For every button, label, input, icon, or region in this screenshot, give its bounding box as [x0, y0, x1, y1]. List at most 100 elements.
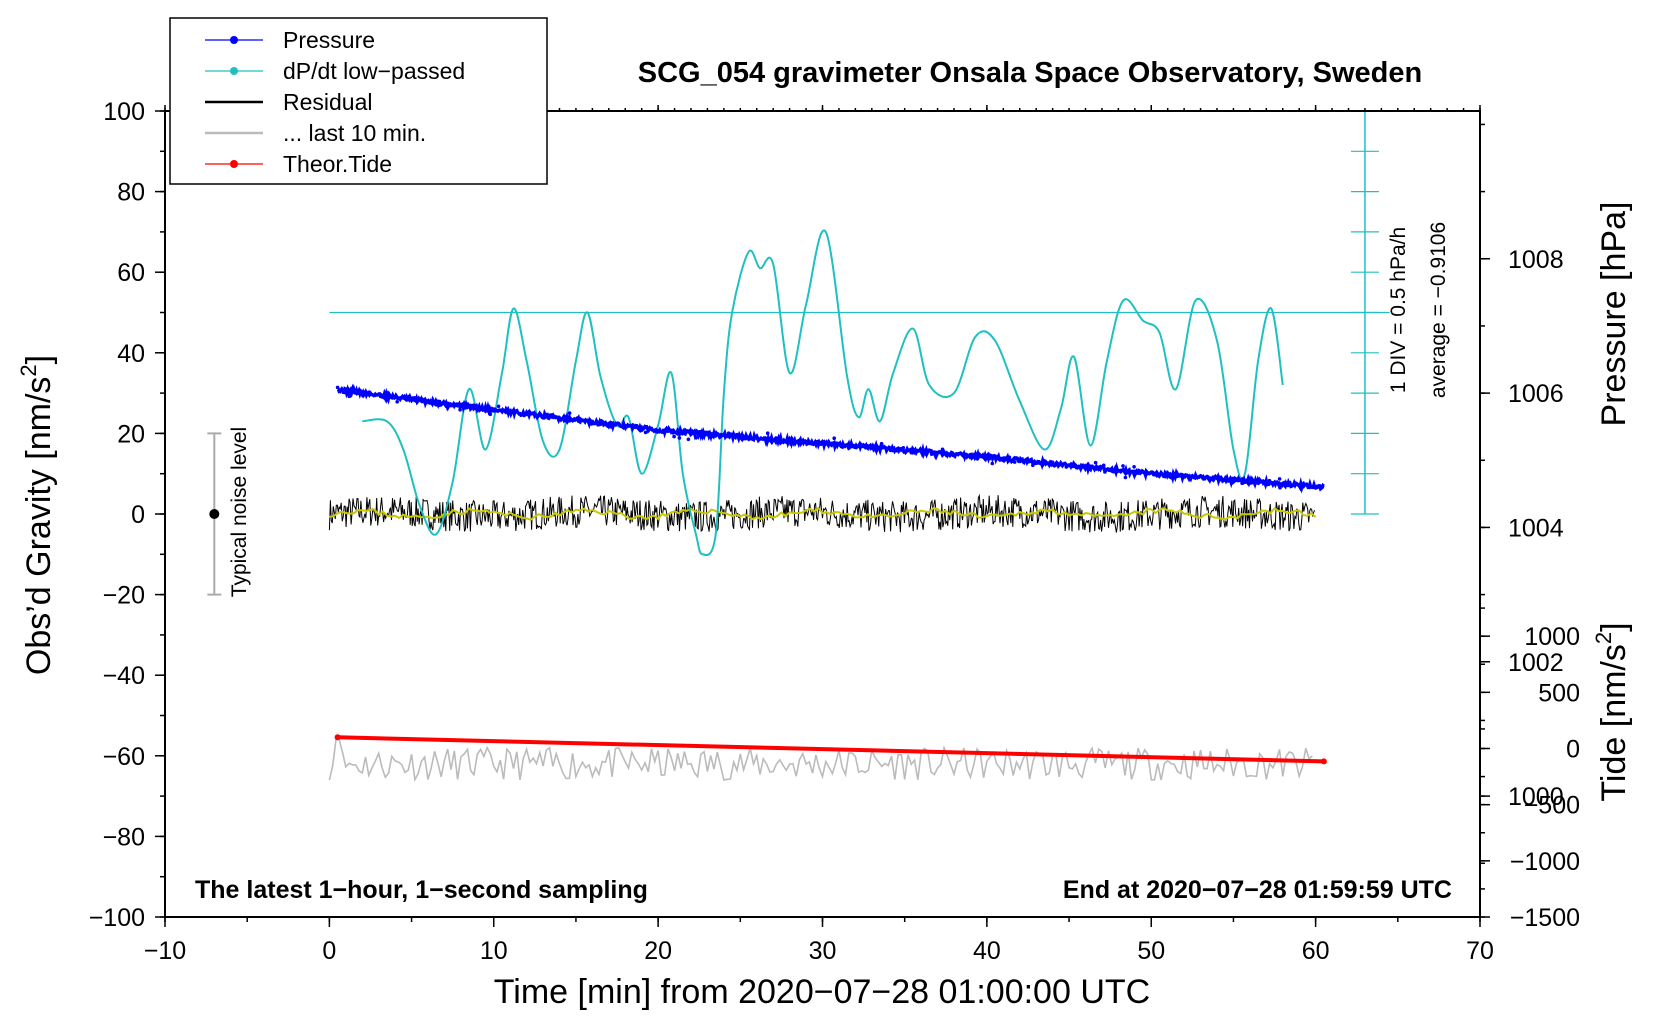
legend-marker-pressure [230, 36, 238, 44]
pressure-point [1093, 460, 1098, 465]
pressure-point [1098, 467, 1102, 471]
pressure-point [599, 419, 603, 423]
pressure-point [765, 431, 770, 436]
legend-label-theor-tide: Theor.Tide [283, 151, 392, 177]
pressure-point [1123, 475, 1128, 480]
pressure-tick-label: 1006 [1508, 380, 1564, 408]
noise-level-label: Typical noise level [228, 427, 251, 597]
tide-axis-label-main: Tide [nm/s [1595, 644, 1633, 801]
tide-axis-label-sup: 2 [1591, 632, 1616, 644]
y-tick-label: −40 [103, 662, 145, 690]
pressure-point [662, 429, 666, 434]
series-last-10-min [328, 738, 1313, 783]
y-tick-label: −80 [103, 823, 145, 851]
pressure-point [563, 414, 568, 419]
pressure-point [488, 412, 493, 417]
pressure-point [686, 437, 691, 442]
pressure-point [589, 422, 594, 426]
pressure-point [762, 437, 766, 441]
pressure-point [940, 447, 945, 452]
pressure-point [832, 436, 836, 441]
y-axis-label-main: Obs’d Gravity [nm/s [20, 377, 58, 676]
pressure-point [901, 446, 906, 450]
pressure-point [1012, 460, 1017, 464]
pressure-point [522, 413, 526, 418]
x-tick-label: 40 [973, 937, 1001, 965]
tide-tick-label: −1000 [1510, 848, 1580, 876]
end-time-note: End at 2020−07−28 01:59:59 UTC [1063, 876, 1452, 904]
tide-tick-label: 500 [1538, 679, 1580, 707]
pressure-point [909, 447, 913, 452]
x-tick-label: 20 [644, 937, 672, 965]
pressure-point [1007, 455, 1012, 460]
pressure-point [1240, 481, 1244, 486]
legend: Pressure dP/dt low−passed Residual ... l… [169, 17, 548, 185]
pressure-tick-label: 1002 [1508, 649, 1564, 677]
pressure-point [715, 432, 720, 436]
legend-label-last-10-min: ... last 10 min. [283, 120, 426, 146]
x-tick-label: −10 [144, 937, 186, 965]
y-tick-label: −100 [89, 904, 145, 932]
legend-label-dpdt: dP/dt low−passed [283, 58, 465, 84]
dpdt-average-label: average = −0.9106 [1427, 222, 1450, 398]
pressure-point [975, 457, 980, 461]
legend-marker-theor-tide [230, 160, 238, 168]
x-axis-label: Time [min] from 2020−07−28 01:00:00 UTC [494, 973, 1150, 1011]
y-tick-label: 100 [103, 98, 145, 126]
axes-layer: −10 0 10 20 30 40 50 60 70−100−80−60−40−20020406… [89, 98, 1580, 965]
pressure-point [567, 418, 572, 423]
pressure-point [491, 409, 496, 413]
pressure-point [1101, 463, 1106, 468]
legend-marker-dpdt [230, 67, 238, 75]
y-tick-label: −60 [103, 743, 145, 771]
pressure-point [1121, 464, 1125, 468]
pressure-point [1156, 474, 1161, 478]
pressure-point [990, 461, 995, 466]
pressure-point [677, 436, 682, 440]
legend-item-pressure: Pressure [205, 27, 375, 53]
chart-title: SCG_054 gravimeter Onsala Space Observat… [638, 57, 1422, 89]
pressure-point [1267, 478, 1272, 483]
tide-tick-label: −1500 [1510, 904, 1580, 932]
y-tick-label: 20 [117, 420, 145, 448]
pressure-point [414, 398, 418, 403]
tide-axis-label-close: ] [1595, 622, 1633, 631]
pressure-tick-label: 1004 [1508, 514, 1564, 542]
pressure-point [473, 403, 477, 408]
pressure-point [1064, 465, 1069, 469]
series-theor-tide [337, 735, 1324, 764]
pressure-point [458, 408, 462, 412]
sampling-note: The latest 1−hour, 1−second sampling [195, 876, 648, 904]
pressure-point [347, 394, 352, 399]
pressure-point [1278, 485, 1282, 490]
pressure-point [496, 404, 501, 409]
y-tick-label: −20 [103, 582, 145, 610]
legend-item-theor-tide: Theor.Tide [205, 151, 392, 177]
pressure-point [879, 441, 884, 446]
pressure-axis-label: Pressure [hPa] [1595, 202, 1633, 427]
legend-item-dpdt: dP/dt low−passed [205, 58, 465, 84]
legend-label-pressure: Pressure [283, 27, 375, 53]
tide-tick-label: −500 [1524, 792, 1580, 820]
pressure-point [422, 400, 426, 404]
y-tick-label: 40 [117, 340, 145, 368]
tide-axis-label: Tide [nm/s2] [1591, 622, 1633, 801]
x-tick-label: 50 [1137, 937, 1165, 965]
pressure-point [335, 385, 340, 390]
x-tick-label: 30 [809, 937, 837, 965]
x-tick-label: 0 [322, 937, 336, 965]
pressure-point [851, 443, 856, 448]
pressure-point [672, 434, 676, 439]
x-tick-label: 10 [480, 937, 508, 965]
pressure-point [874, 449, 878, 453]
series-residual-smoothed [329, 506, 1317, 521]
y-axis-label-sup: 2 [16, 364, 41, 376]
series-layer [207, 110, 1390, 783]
pressure-point [499, 408, 504, 413]
x-tick-label: 70 [1466, 937, 1494, 965]
pressure-point [789, 442, 793, 447]
pressure-point [1132, 465, 1136, 469]
pressure-point [1240, 477, 1245, 482]
pressure-point [694, 436, 698, 440]
